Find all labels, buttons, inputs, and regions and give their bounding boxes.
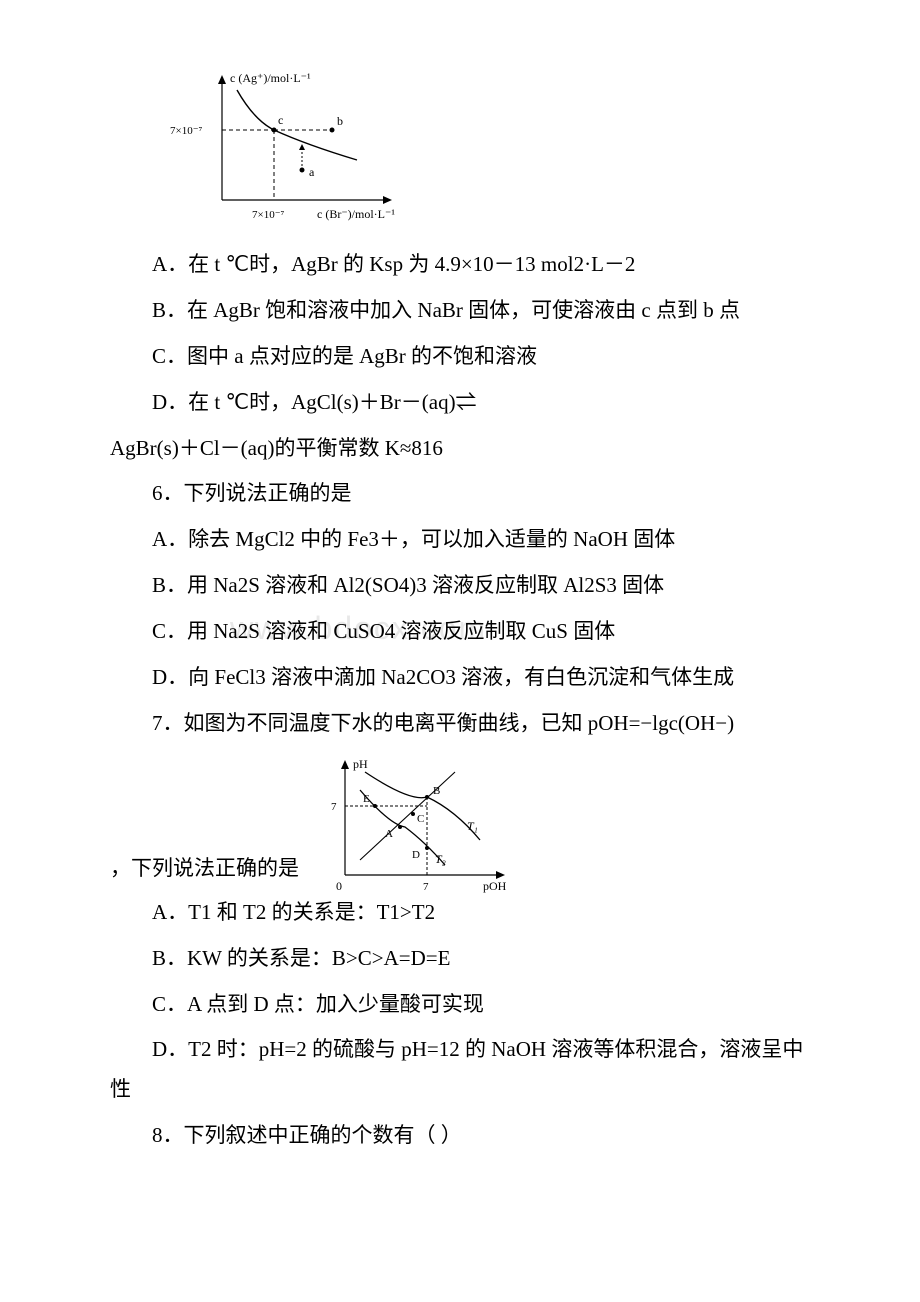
q5-option-c: C．图中 a 点对应的是 AgBr 的不饱和溶液 <box>110 337 810 377</box>
chart2-pt-c: C <box>417 813 424 825</box>
q7-option-d: D．T2 时：pH=2 的硫酸与 pH=12 的 NaOH 溶液等体积混合，溶液… <box>110 1030 810 1110</box>
q6-option-d: D．向 FeCl3 溶液中滴加 Na2CO3 溶液，有白色沉淀和气体生成 <box>110 658 810 698</box>
q6-option-a: A．除去 MgCl2 中的 Fe3＋，可以加入适量的 NaOH 固体 <box>110 520 810 560</box>
chart1-x-label: c (Br⁻)/mol·L⁻¹ <box>317 207 395 221</box>
q7-stem: 7．如图为不同温度下水的电离平衡曲线，已知 pOH=−lgc(OH−) <box>110 704 810 744</box>
q6-option-c: C．用 Na2S 溶液和 CuSO4 溶液反应制取 CuS 固体 <box>110 612 810 652</box>
q6-option-b: B．用 Na2S 溶液和 Al2(SO4)3 溶液反应制取 Al2S3 固体 <box>110 566 810 606</box>
chart2-t1-label: T₁ <box>467 819 478 833</box>
chart1-pt-a: a <box>309 165 315 179</box>
chart2-pt-e: E <box>363 793 370 805</box>
chart1-x-tick: 7×10⁻⁷ <box>252 209 285 221</box>
chart2-x-tick: 7 <box>423 881 429 893</box>
q7-option-c: C．A 点到 D 点：加入少量酸可实现 <box>110 985 810 1025</box>
q5-option-a: A．在 t ℃时，AgBr 的 Ksp 为 4.9×10－13 mol2·L－2 <box>110 245 810 285</box>
chart1-y-label: c (Ag⁺)/mol·L⁻¹ <box>230 71 311 85</box>
chart2-pt-d: D <box>412 849 420 861</box>
q5-option-b: B．在 AgBr 饱和溶液中加入 NaBr 固体，可使溶液由 c 点到 b 点 <box>110 291 810 331</box>
q5-option-d-line1: D．在 t ℃时，AgCl(s)＋Br－(aq)⇌ <box>110 383 810 423</box>
chart2-y-label: pH <box>353 757 368 771</box>
q7-option-b: B．KW 的关系是：B>C>A=D=E <box>110 939 810 979</box>
chart2-pt-a: A <box>385 828 393 840</box>
q5-option-d-line2: AgBr(s)＋Cl－(aq)的平衡常数 K≈816 <box>110 429 810 469</box>
q6-stem: 6．下列说法正确的是 <box>110 474 810 514</box>
chart1-pt-c: c <box>278 113 283 127</box>
chart-water-ionization: pH pOH 0 7 7 <box>305 750 520 895</box>
q7-tail: ，下列说法正确的是 <box>110 849 299 889</box>
chart1-y-tick: 7×10⁻⁷ <box>170 125 203 137</box>
chart2-y-tick: 7 <box>331 801 337 813</box>
chart2-origin: 0 <box>336 879 342 893</box>
chart2-t2-label: T₂ <box>435 852 446 866</box>
chart2-pt-b: B <box>433 785 440 797</box>
chart1-pt-b: b <box>337 114 343 128</box>
chart2-x-label: pOH <box>483 879 507 893</box>
chart-agbr: c (Ag⁺)/mol·L⁻¹ c (Br⁻)/mol·L⁻¹ 7×10⁻⁷ 7… <box>162 60 810 235</box>
q7-option-a: A．T1 和 T2 的关系是：T1>T2 <box>110 893 810 933</box>
q8-stem: 8．下列叙述中正确的个数有（ ） <box>110 1116 810 1156</box>
